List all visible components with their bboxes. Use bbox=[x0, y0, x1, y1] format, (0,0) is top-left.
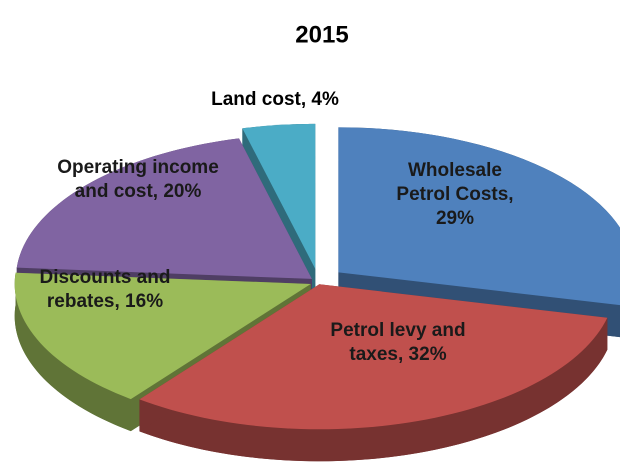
slice bbox=[14, 272, 311, 400]
slice bbox=[338, 127, 620, 306]
data-label: Operating income and cost, 20% bbox=[57, 157, 219, 202]
data-label: Land cost, 4% bbox=[211, 89, 339, 110]
slice bbox=[242, 123, 316, 269]
slice-side bbox=[139, 317, 608, 462]
slice bbox=[16, 138, 312, 279]
slice bbox=[139, 284, 608, 430]
data-label: Discounts and rebates, 16% bbox=[40, 267, 171, 312]
slice-side bbox=[14, 272, 131, 432]
chart-title: 2015 bbox=[295, 21, 348, 48]
data-label: Petrol levy and taxes, 32% bbox=[330, 320, 465, 365]
data-label: Wholesale Petrol Costs, 29% bbox=[396, 160, 513, 229]
